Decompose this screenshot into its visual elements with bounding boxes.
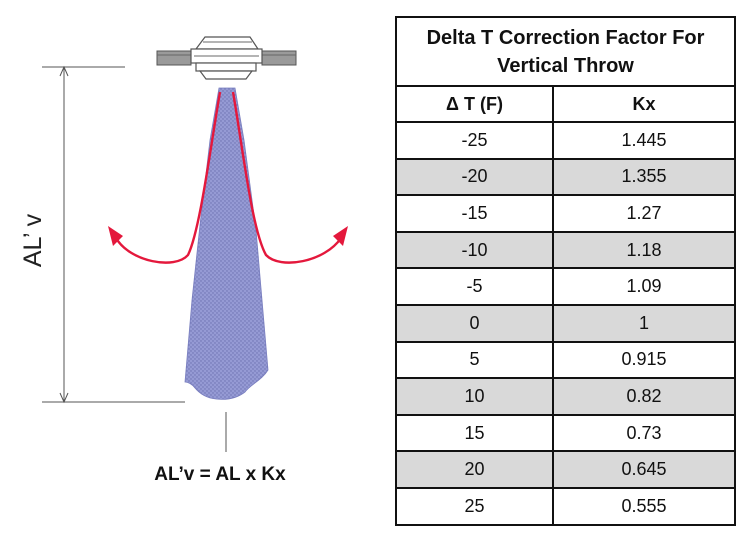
delta-t-cell: 0 (395, 303, 554, 343)
kx-cell: 0.645 (552, 450, 736, 489)
delta-t-cell: -10 (395, 230, 554, 270)
air-plume (184, 87, 269, 400)
airflow-arrows (114, 91, 342, 264)
kx-cell: 1.355 (552, 157, 736, 197)
kx-cell: 0.73 (552, 413, 736, 453)
diagram-graphic (42, 36, 348, 452)
delta-t-cell: 25 (395, 486, 554, 526)
ceiling-panel (156, 50, 297, 66)
correction-factor-table-container: Delta T Correction Factor For Vertical T… (395, 16, 736, 526)
diffuser-icon (190, 36, 263, 80)
table-row: -25 1.445 (395, 121, 736, 160)
table-row: 15 0.73 (395, 413, 736, 453)
formula-label: AL’v = AL x Kx (154, 464, 286, 485)
arrowhead-icon (108, 226, 348, 246)
delta-t-cell: -5 (395, 267, 554, 306)
kx-cell: 1.445 (552, 121, 736, 160)
table-row: -20 1.355 (395, 157, 736, 197)
dimension-label: AL’ v (19, 213, 48, 267)
kx-cell: 1.09 (552, 267, 736, 306)
delta-t-cell: 10 (395, 377, 554, 416)
delta-t-cell: -25 (395, 121, 554, 160)
table-row: 5 0.915 (395, 340, 736, 380)
table-row: -15 1.27 (395, 194, 736, 233)
correction-factor-table: Delta T Correction Factor For Vertical T… (395, 16, 736, 526)
delta-t-cell: 5 (395, 340, 554, 380)
column-header-delta-t: Δ T (F) (395, 85, 554, 123)
kx-cell: 0.915 (552, 340, 736, 380)
table-row: -10 1.18 (395, 230, 736, 270)
kx-cell: 0.82 (552, 377, 736, 416)
table-row: -5 1.09 (395, 267, 736, 306)
table-row: 10 0.82 (395, 377, 736, 416)
table-body: -25 1.445 -20 1.355 -15 1.27 -10 1.18 -5 1.09 0 1 5 0… (395, 121, 736, 526)
vertical-throw-diagram: AL’ v AL’v = AL x Kx (19, 36, 348, 485)
dimension-lines (42, 65, 227, 452)
table-title-line1: Delta T Correction Factor For (426, 26, 705, 49)
kx-cell: 1.18 (552, 230, 736, 270)
delta-t-cell: 20 (395, 450, 554, 489)
delta-t-cell: -15 (395, 194, 554, 233)
delta-t-cell: -20 (395, 157, 554, 197)
table-title: Delta T Correction Factor For Vertical T… (395, 16, 736, 87)
delta-t-cell: 15 (395, 413, 554, 453)
table-row: 25 0.555 (395, 486, 736, 526)
kx-cell: 1 (552, 303, 736, 343)
column-header-kx: Kx (552, 85, 736, 123)
kx-cell: 0.555 (552, 486, 736, 526)
table-row: 20 0.645 (395, 450, 736, 489)
kx-cell: 1.27 (552, 194, 736, 233)
table-title-line2: Vertical Throw (497, 54, 634, 77)
